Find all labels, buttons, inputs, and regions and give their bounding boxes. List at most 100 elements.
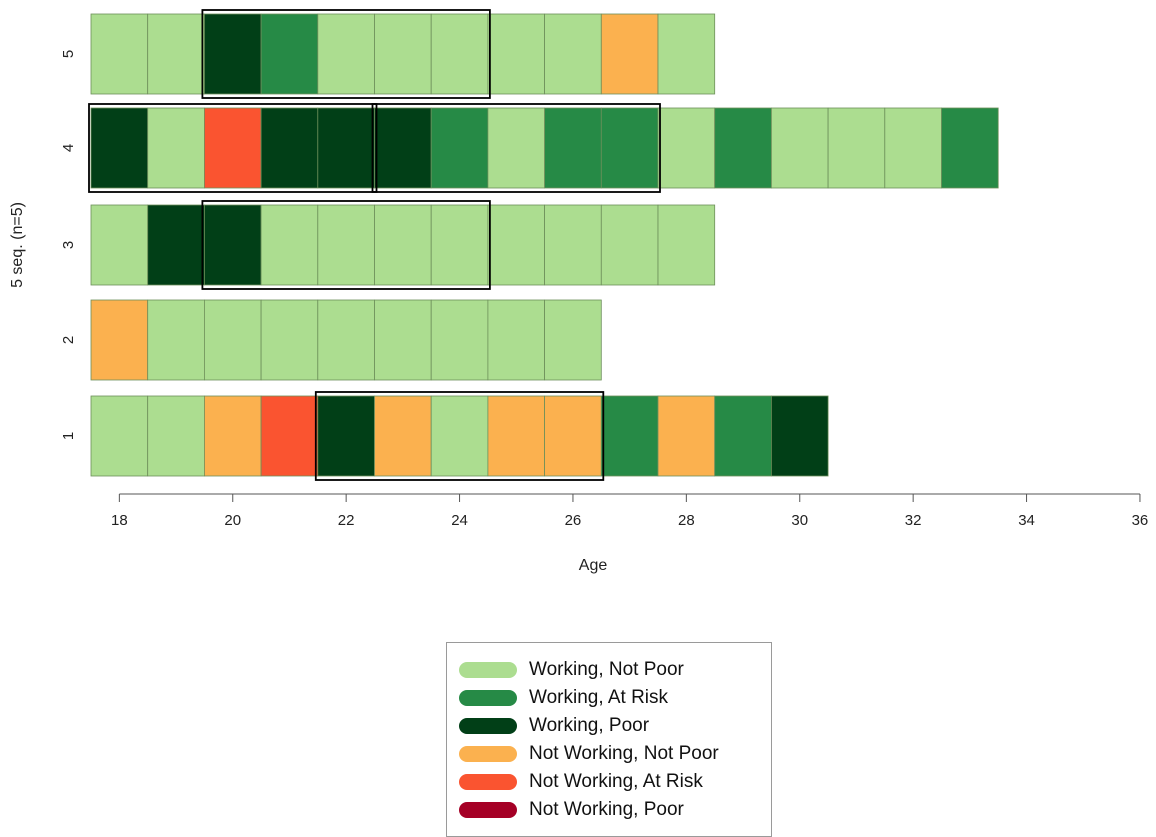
sequence-chart: 18 20 22 24 26 28 30 32 34 36 Age 5 seq. (n=5) 54… bbox=[9, 9, 1149, 574]
legend-item: Working, At Risk bbox=[459, 685, 668, 711]
sequence-label: 2 bbox=[60, 336, 77, 344]
sequence-cell bbox=[600, 395, 659, 477]
x-tick-label: 34 bbox=[1018, 512, 1035, 529]
legend-swatch bbox=[459, 718, 517, 734]
sequence-cell bbox=[544, 395, 602, 477]
sequence-cell bbox=[657, 395, 716, 477]
sequence-cell bbox=[203, 299, 262, 381]
legend-label: Not Working, At Risk bbox=[529, 771, 703, 792]
sequence-cell bbox=[487, 107, 545, 189]
x-tick-label: 36 bbox=[1132, 512, 1149, 529]
highlight-box bbox=[201, 9, 491, 99]
sequence-label: 5 bbox=[60, 50, 77, 58]
sequence-cell bbox=[657, 13, 716, 95]
sequence-cell bbox=[147, 204, 205, 286]
x-tick-label: 24 bbox=[451, 512, 468, 529]
sequence-cell bbox=[430, 204, 489, 286]
sequence-cell bbox=[374, 107, 432, 189]
sequence-cell bbox=[260, 107, 319, 189]
legend-label: Working, Poor bbox=[529, 715, 650, 736]
sequence-cell bbox=[147, 395, 205, 477]
sequence-cell bbox=[147, 299, 205, 381]
legend-item: Working, Poor bbox=[459, 713, 649, 739]
sequence-cell bbox=[771, 107, 829, 189]
legend-swatch bbox=[459, 662, 517, 678]
sequence-cell bbox=[657, 204, 716, 286]
legend-swatch bbox=[459, 690, 517, 706]
x-tick-label: 18 bbox=[111, 512, 128, 529]
sequence-cell bbox=[90, 204, 149, 286]
x-axis-title: Age bbox=[579, 557, 608, 574]
sequence-cell bbox=[544, 204, 602, 286]
sequence-cell bbox=[374, 299, 432, 381]
sequence-cell bbox=[374, 395, 432, 477]
sequence-label: 4 bbox=[60, 144, 77, 152]
sequence-cell bbox=[544, 13, 602, 95]
sequence-cell bbox=[884, 107, 942, 189]
sequence-labels: 5 4 3 2 1 bbox=[60, 50, 77, 440]
highlight-box bbox=[371, 103, 661, 193]
sequence-cell bbox=[317, 13, 375, 95]
legend-label: Working, Not Poor bbox=[529, 659, 684, 680]
x-tick-label: 26 bbox=[565, 512, 582, 529]
x-tick-label: 30 bbox=[791, 512, 808, 529]
x-tick-label: 22 bbox=[338, 512, 355, 529]
sequence-cell bbox=[260, 204, 319, 286]
legend-label: Not Working, Not Poor bbox=[529, 743, 719, 764]
sequence-cell bbox=[203, 204, 262, 286]
sequence-cell bbox=[260, 395, 319, 477]
sequence-cell bbox=[771, 395, 829, 477]
sequence-cell bbox=[90, 107, 149, 189]
legend-swatch bbox=[459, 746, 517, 762]
sequence-cell bbox=[430, 299, 489, 381]
legend-swatch bbox=[459, 774, 517, 790]
sequence-cell bbox=[544, 299, 602, 381]
x-axis: 18 20 22 24 26 28 30 32 34 36 bbox=[111, 493, 1149, 529]
sequence-cell bbox=[430, 395, 489, 477]
sequence-cell bbox=[90, 13, 149, 95]
sequence-cell bbox=[147, 13, 205, 95]
highlight-box bbox=[314, 391, 605, 481]
sequence-cell bbox=[147, 107, 205, 189]
sequence-cell bbox=[827, 107, 886, 189]
y-axis-title: 5 seq. (n=5) bbox=[9, 202, 26, 288]
sequence-cell bbox=[600, 204, 659, 286]
sequence-cell bbox=[203, 107, 262, 189]
sequence-cell bbox=[374, 13, 432, 95]
sequence-cell bbox=[203, 13, 262, 95]
highlight-box bbox=[201, 200, 491, 290]
sequence-cell bbox=[600, 107, 659, 189]
highlight-boxes bbox=[88, 9, 661, 481]
legend-item: Not Working, Not Poor bbox=[459, 741, 719, 767]
sequence-rows bbox=[90, 13, 999, 477]
sequence-cell bbox=[374, 204, 432, 286]
legend-label: Working, At Risk bbox=[529, 687, 669, 708]
sequence-cell bbox=[203, 395, 262, 477]
sequence-cell bbox=[430, 13, 489, 95]
legend-swatch bbox=[459, 802, 517, 818]
sequence-cell bbox=[487, 395, 545, 477]
sequence-label: 3 bbox=[60, 241, 77, 249]
x-tick-label: 20 bbox=[224, 512, 241, 529]
sequence-cell bbox=[260, 299, 319, 381]
sequence-cell bbox=[317, 299, 375, 381]
legend-item: Not Working, Poor bbox=[459, 797, 684, 823]
sequence-cell bbox=[941, 107, 999, 189]
sequence-cell bbox=[657, 107, 716, 189]
sequence-label: 1 bbox=[60, 432, 77, 440]
sequence-cell bbox=[487, 204, 545, 286]
sequence-cell bbox=[487, 299, 545, 381]
sequence-cell bbox=[90, 395, 149, 477]
legend: Working, Not Poor Working, At Risk Working… bbox=[446, 642, 772, 837]
x-tick-label: 28 bbox=[678, 512, 695, 529]
sequence-cell bbox=[317, 107, 375, 189]
sequence-cell bbox=[260, 13, 319, 95]
legend-label: Not Working, Poor bbox=[529, 799, 684, 820]
legend-item: Not Working, At Risk bbox=[459, 769, 703, 795]
highlight-box bbox=[88, 103, 378, 193]
legend-item: Working, Not Poor bbox=[459, 657, 684, 683]
sequence-cell bbox=[430, 107, 489, 189]
sequence-cell bbox=[90, 299, 149, 381]
x-tick-label: 32 bbox=[905, 512, 922, 529]
sequence-cell bbox=[600, 13, 659, 95]
